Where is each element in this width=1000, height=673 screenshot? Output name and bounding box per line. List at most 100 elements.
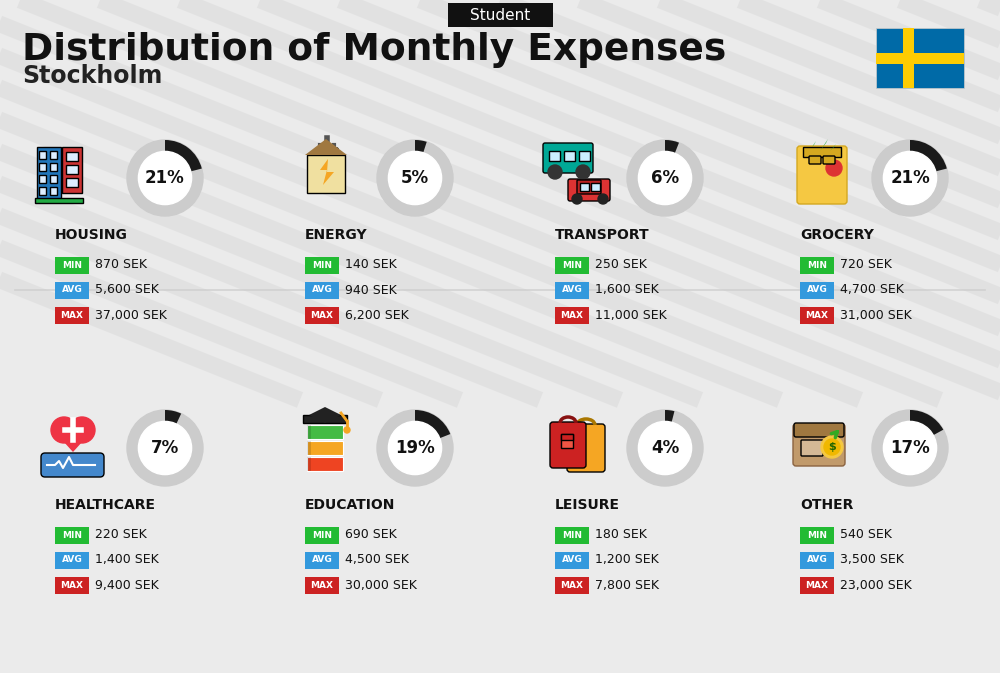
Text: 21%: 21% <box>145 169 185 187</box>
Text: GROCERY: GROCERY <box>800 228 874 242</box>
FancyBboxPatch shape <box>800 281 834 299</box>
Text: 6%: 6% <box>651 169 679 187</box>
FancyBboxPatch shape <box>800 256 834 273</box>
Text: OTHER: OTHER <box>800 498 853 512</box>
Text: 30,000 SEK: 30,000 SEK <box>345 579 417 592</box>
Text: 720 SEK: 720 SEK <box>840 258 892 271</box>
Circle shape <box>51 417 77 443</box>
Circle shape <box>638 421 692 474</box>
Circle shape <box>883 151 937 205</box>
Text: $: $ <box>828 442 836 452</box>
Text: AVG: AVG <box>807 285 827 295</box>
FancyBboxPatch shape <box>66 178 78 187</box>
Text: MIN: MIN <box>807 530 827 540</box>
Circle shape <box>872 140 948 216</box>
Circle shape <box>824 439 840 455</box>
Text: 19%: 19% <box>395 439 435 457</box>
Circle shape <box>576 165 590 179</box>
FancyBboxPatch shape <box>555 256 589 273</box>
FancyBboxPatch shape <box>543 143 593 173</box>
Circle shape <box>548 165 562 179</box>
Text: MIN: MIN <box>807 260 827 269</box>
Text: ENERGY: ENERGY <box>305 228 368 242</box>
Circle shape <box>627 410 703 486</box>
FancyBboxPatch shape <box>307 441 343 455</box>
FancyBboxPatch shape <box>39 151 46 159</box>
Text: Student: Student <box>470 7 530 22</box>
Text: MAX: MAX <box>310 310 334 320</box>
FancyBboxPatch shape <box>307 155 345 193</box>
Text: AVG: AVG <box>62 285 82 295</box>
FancyBboxPatch shape <box>550 422 586 468</box>
Text: 37,000 SEK: 37,000 SEK <box>95 308 167 322</box>
Text: 180 SEK: 180 SEK <box>595 528 647 542</box>
Circle shape <box>127 410 203 486</box>
FancyBboxPatch shape <box>55 551 89 569</box>
FancyBboxPatch shape <box>564 151 575 161</box>
FancyBboxPatch shape <box>797 146 847 204</box>
Text: MIN: MIN <box>62 260 82 269</box>
FancyBboxPatch shape <box>39 187 46 195</box>
FancyBboxPatch shape <box>39 175 46 183</box>
FancyBboxPatch shape <box>561 434 573 440</box>
Wedge shape <box>165 410 181 448</box>
Text: 250 SEK: 250 SEK <box>595 258 647 271</box>
Text: 220 SEK: 220 SEK <box>95 528 147 542</box>
FancyBboxPatch shape <box>876 28 964 88</box>
Text: 7,800 SEK: 7,800 SEK <box>595 579 659 592</box>
Circle shape <box>883 421 937 474</box>
Text: MIN: MIN <box>562 530 582 540</box>
Text: AVG: AVG <box>312 555 332 565</box>
Circle shape <box>826 160 842 176</box>
Text: 3,500 SEK: 3,500 SEK <box>840 553 904 567</box>
FancyBboxPatch shape <box>794 423 844 437</box>
FancyBboxPatch shape <box>41 453 104 477</box>
FancyBboxPatch shape <box>448 3 552 27</box>
Circle shape <box>821 436 843 458</box>
FancyBboxPatch shape <box>307 457 311 471</box>
Wedge shape <box>910 410 943 448</box>
Text: EDUCATION: EDUCATION <box>305 498 395 512</box>
FancyBboxPatch shape <box>555 306 589 324</box>
FancyBboxPatch shape <box>555 577 589 594</box>
Text: 940 SEK: 940 SEK <box>345 283 397 297</box>
Text: 690 SEK: 690 SEK <box>345 528 397 542</box>
FancyBboxPatch shape <box>62 147 82 193</box>
FancyBboxPatch shape <box>555 526 589 544</box>
Circle shape <box>638 151 692 205</box>
Text: 23,000 SEK: 23,000 SEK <box>840 579 912 592</box>
FancyBboxPatch shape <box>568 179 610 201</box>
Text: HEALTHCARE: HEALTHCARE <box>55 498 156 512</box>
Wedge shape <box>665 410 674 448</box>
Circle shape <box>598 194 608 204</box>
Text: 4%: 4% <box>651 439 679 457</box>
Circle shape <box>138 151 192 205</box>
FancyBboxPatch shape <box>549 151 560 161</box>
Polygon shape <box>53 430 93 452</box>
FancyBboxPatch shape <box>800 551 834 569</box>
Text: 31,000 SEK: 31,000 SEK <box>840 308 912 322</box>
Wedge shape <box>165 140 202 178</box>
Text: MIN: MIN <box>62 530 82 540</box>
FancyBboxPatch shape <box>801 440 823 456</box>
FancyBboxPatch shape <box>800 526 834 544</box>
Text: 11,000 SEK: 11,000 SEK <box>595 308 667 322</box>
Text: MAX: MAX <box>60 310 84 320</box>
Text: 9,400 SEK: 9,400 SEK <box>95 579 159 592</box>
Wedge shape <box>910 140 947 178</box>
Polygon shape <box>808 141 816 151</box>
Circle shape <box>627 140 703 216</box>
Text: 1,400 SEK: 1,400 SEK <box>95 553 159 567</box>
FancyBboxPatch shape <box>55 526 89 544</box>
FancyBboxPatch shape <box>307 425 311 439</box>
Text: MIN: MIN <box>562 260 582 269</box>
Text: MAX: MAX <box>60 581 84 590</box>
FancyBboxPatch shape <box>809 156 821 164</box>
FancyBboxPatch shape <box>591 183 600 191</box>
Text: 540 SEK: 540 SEK <box>840 528 892 542</box>
Text: 6,200 SEK: 6,200 SEK <box>345 308 409 322</box>
Circle shape <box>69 417 95 443</box>
Text: 870 SEK: 870 SEK <box>95 258 147 271</box>
FancyBboxPatch shape <box>50 187 57 195</box>
Circle shape <box>127 140 203 216</box>
